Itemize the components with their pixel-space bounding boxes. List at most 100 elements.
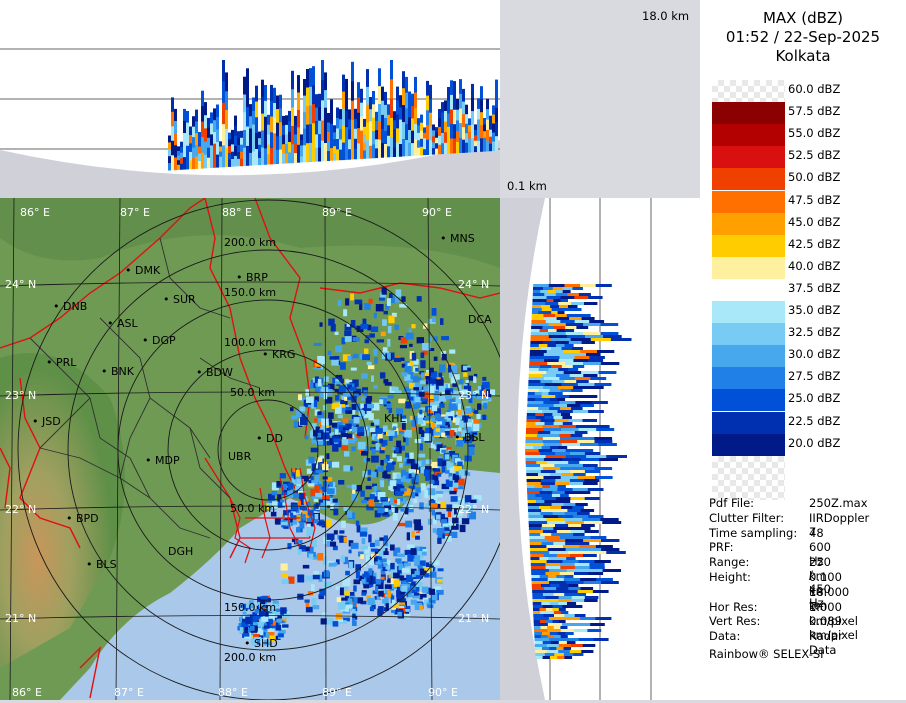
echo-cell	[269, 635, 276, 643]
echo-cell	[399, 575, 405, 581]
echo-row	[548, 368, 559, 371]
echo-cell	[280, 563, 288, 571]
echo-row	[527, 395, 542, 398]
echo-column	[231, 151, 234, 160]
echo-cell	[403, 609, 410, 613]
metadata-row: Height: 0.100 km to	[709, 570, 842, 612]
echo-column	[426, 95, 429, 111]
radar-map: 86° E 87° E 88° E 89° E 90° E 86° E 87° …	[0, 197, 519, 701]
echo-cell	[430, 494, 438, 503]
echo-cell	[358, 410, 365, 416]
echo-row	[551, 365, 563, 368]
echo-row	[526, 473, 539, 476]
echo-column	[258, 151, 261, 159]
lat-label: 24° N	[5, 278, 37, 291]
echo-row	[556, 329, 566, 332]
echo-cell	[311, 584, 315, 592]
echo-cell	[456, 509, 463, 516]
echo-row	[529, 539, 548, 542]
echo-column	[324, 90, 327, 109]
echo-cell	[428, 348, 435, 351]
echo-column	[366, 140, 369, 159]
echo-column	[300, 134, 303, 141]
echo-cell	[434, 399, 441, 407]
echo-column	[234, 125, 237, 137]
echo-cell	[357, 426, 365, 435]
echo-column	[288, 131, 291, 143]
echo-row	[558, 446, 568, 449]
echo-column	[264, 85, 267, 102]
echo-cell	[397, 611, 402, 617]
echo-column	[390, 118, 393, 138]
echo-cell	[348, 420, 357, 427]
echo-column	[423, 127, 426, 134]
echo-column	[297, 92, 300, 111]
echo-column	[357, 82, 360, 98]
echo-cell	[311, 400, 316, 409]
echo-cell	[453, 486, 458, 492]
echo-row	[580, 587, 594, 590]
echo-row	[561, 413, 571, 416]
echo-row	[531, 323, 550, 326]
echo-cell	[281, 489, 290, 495]
echo-row	[567, 509, 581, 512]
echo-column	[441, 133, 444, 144]
echo-cell	[312, 574, 320, 580]
echo-row	[588, 515, 604, 518]
echo-row	[542, 425, 560, 428]
echo-column	[459, 93, 462, 109]
echo-cell	[300, 417, 308, 425]
echo-row	[587, 488, 604, 491]
echo-cell	[368, 298, 373, 304]
echo-cell	[343, 506, 350, 511]
echo-cell	[323, 536, 331, 545]
station-dd: • DD	[256, 432, 283, 445]
echo-row	[530, 557, 540, 560]
echo-cell	[456, 439, 464, 447]
echo-row	[590, 377, 607, 380]
echo-column	[330, 111, 333, 125]
echo-row	[572, 287, 583, 290]
echo-row	[528, 380, 541, 383]
echo-cell	[367, 597, 376, 605]
echo-cell	[361, 499, 367, 504]
echo-cell	[428, 500, 436, 506]
echo-cell	[366, 554, 371, 563]
echo-cell	[318, 574, 323, 582]
echo-cell	[323, 432, 330, 440]
station-sur: • SUR	[163, 293, 196, 306]
echo-cell	[373, 419, 380, 425]
echo-row	[532, 290, 541, 293]
echo-column	[339, 129, 342, 140]
echo-cell	[305, 575, 313, 582]
echo-column	[333, 146, 336, 154]
echo-row	[543, 467, 561, 470]
echo-row	[564, 518, 583, 521]
echo-row	[548, 617, 565, 620]
echo-column	[411, 130, 414, 144]
echo-cell	[477, 386, 484, 392]
echo-cell	[416, 337, 424, 344]
echo-column	[459, 137, 462, 153]
echo-cell	[318, 489, 323, 496]
echo-cell	[428, 381, 433, 389]
echo-column	[189, 160, 192, 170]
echo-column	[168, 142, 171, 150]
echo-cell	[334, 331, 339, 335]
echo-column	[396, 128, 399, 143]
echo-column	[198, 139, 201, 147]
echo-cell	[413, 592, 420, 596]
echo-cell	[307, 591, 314, 596]
echo-cell	[291, 504, 298, 511]
echo-cell	[380, 372, 386, 379]
echo-cell	[474, 410, 479, 414]
echo-cell	[415, 367, 419, 372]
echo-cell	[387, 394, 394, 399]
echo-cell	[326, 500, 331, 506]
echo-cell	[388, 486, 394, 490]
echo-cell	[352, 620, 357, 626]
echo-cell	[351, 484, 357, 490]
echo-row	[535, 656, 544, 659]
echo-cell	[277, 494, 282, 502]
echo-column	[204, 154, 207, 169]
